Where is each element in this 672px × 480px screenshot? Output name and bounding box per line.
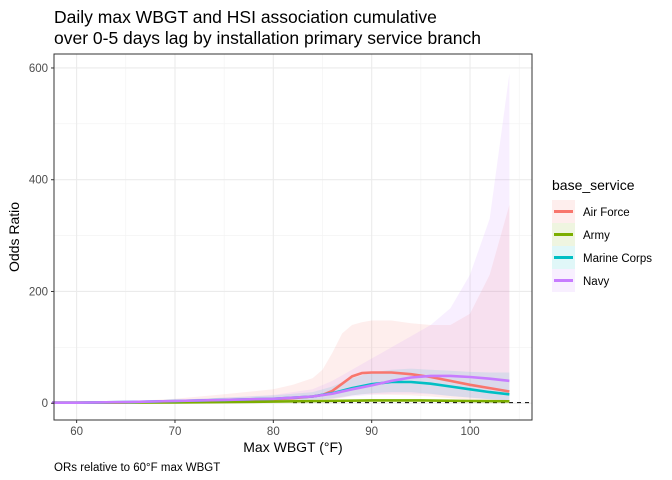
series-lines (52, 371, 510, 405)
series-line-navy (52, 374, 510, 405)
legend-item-navy: Navy (552, 269, 609, 292)
legend-item-marine-corps: Marine Corps (552, 246, 652, 269)
plot-panel (52, 53, 533, 421)
y-tick-label: 200 (29, 286, 48, 298)
chart-title-line2: over 0-5 days lag by installation primar… (54, 28, 481, 48)
legend-items: Air Force Army Marine Corps Navy (552, 200, 652, 292)
gridlines (54, 54, 532, 420)
x-tick-label: 100 (460, 426, 479, 438)
y-axis-title: Odds Ratio (6, 202, 22, 272)
panel-background (54, 54, 532, 420)
x-tick-label: 80 (267, 426, 280, 438)
x-axis-title: Max WBGT (°F) (243, 439, 342, 455)
legend-item-air-force: Air Force (552, 200, 630, 223)
y-axis-ticks: 0 200 400 600 (29, 63, 54, 410)
legend-label: Navy (583, 276, 609, 288)
x-axis-ticks: 60 70 80 90 100 (70, 420, 480, 438)
ribbon-marine-corps (52, 368, 510, 403)
chart-title-line1: Daily max WBGT and HSI association cumul… (54, 7, 437, 27)
y-tick-label: 600 (29, 63, 48, 75)
ribbon-navy (52, 73, 510, 403)
legend-title: base_service (552, 177, 635, 193)
y-tick-label: 400 (29, 175, 48, 187)
y-tick-label: 0 (42, 398, 48, 410)
x-tick-label: 60 (70, 426, 83, 438)
x-tick-label: 90 (365, 426, 378, 438)
legend-label: Marine Corps (583, 253, 652, 265)
ribbon-air-force (52, 204, 510, 403)
legend-label: Army (583, 230, 610, 242)
legend-label: Air Force (583, 207, 630, 219)
legend-item-army: Army (552, 223, 610, 246)
caption: ORs relative to 60°F max WBGT (54, 462, 220, 474)
x-tick-label: 70 (169, 426, 182, 438)
legend: base_service Air Force Army Marine Corps Na… (552, 177, 652, 292)
panel-border (53, 53, 533, 421)
